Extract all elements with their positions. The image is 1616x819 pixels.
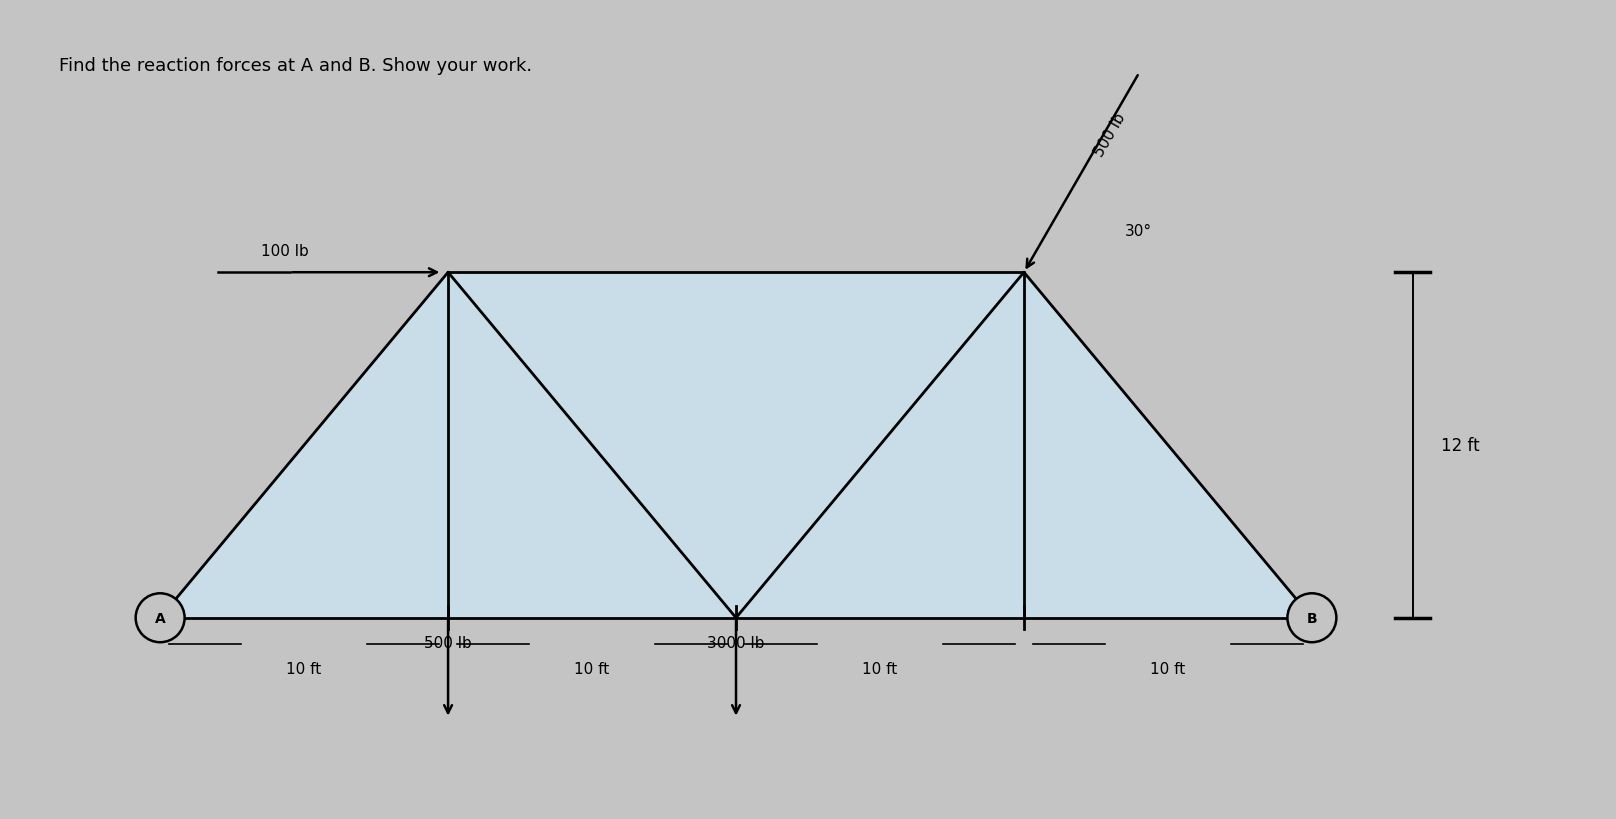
Text: 500 lb: 500 lb — [423, 636, 472, 650]
Text: 3000 lb: 3000 lb — [708, 636, 764, 650]
Text: Find the reaction forces at A and B. Show your work.: Find the reaction forces at A and B. Sho… — [60, 57, 533, 75]
Text: 10 ft: 10 ft — [863, 661, 897, 676]
Text: 10 ft: 10 ft — [1151, 661, 1186, 676]
Text: 100 lb: 100 lb — [260, 243, 309, 259]
Text: 12 ft: 12 ft — [1441, 437, 1480, 455]
Text: 30°: 30° — [1125, 224, 1152, 238]
Text: 500 lb: 500 lb — [1091, 110, 1128, 159]
Text: A: A — [155, 611, 165, 625]
Text: 10 ft: 10 ft — [286, 661, 322, 676]
Text: 10 ft: 10 ft — [574, 661, 609, 676]
Circle shape — [1288, 594, 1336, 642]
Text: B: B — [1307, 611, 1317, 625]
Polygon shape — [160, 273, 1312, 618]
Circle shape — [136, 594, 184, 642]
